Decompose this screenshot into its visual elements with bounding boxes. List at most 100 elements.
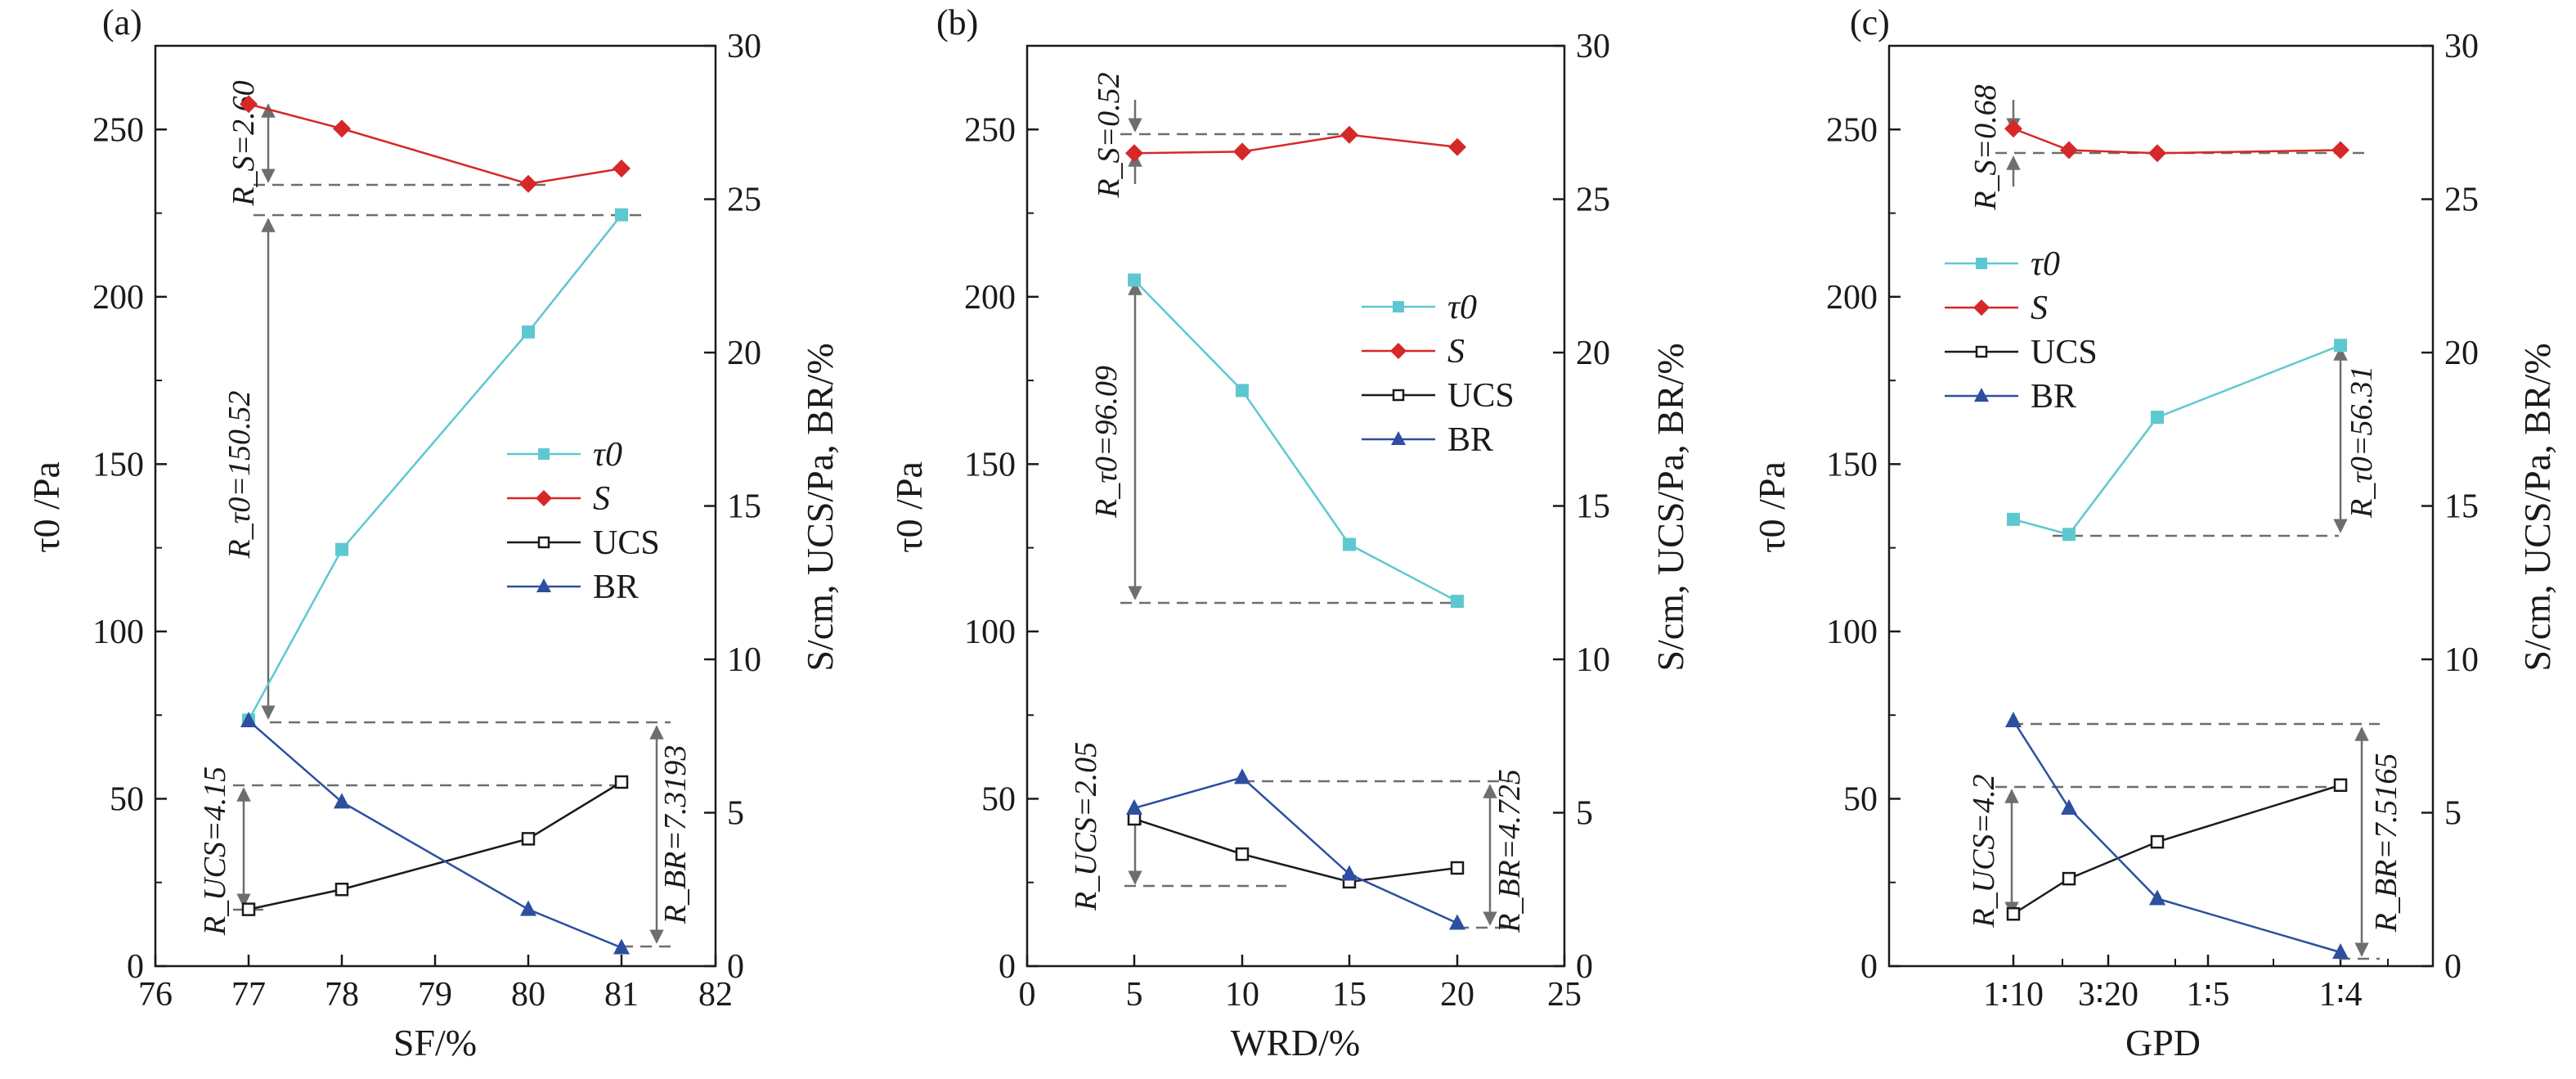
annotation-label: R_S=0.68 (1968, 84, 2003, 210)
data-point (614, 775, 629, 789)
annotations-b: R_S=0.52 R_τ0=96.09 R_UCS=2.05 R_BR=4.72… (1069, 72, 1527, 933)
data-point (334, 793, 350, 809)
data-point (335, 542, 348, 556)
data-point (2150, 834, 2165, 849)
legend-label: UCS (1447, 377, 1515, 415)
data-point (1449, 914, 1465, 930)
data-point (1126, 798, 1142, 815)
x-tick-label: 20 (1440, 976, 1474, 1014)
y-tick-label-left: 50 (110, 780, 144, 818)
x-tick-label: 1∶10 (1983, 976, 2044, 1014)
x-tick-label: 5 (1126, 976, 1143, 1014)
x-axis-label-c: GPD (2125, 1022, 2201, 1063)
y-tick-label-right: 5 (1576, 795, 1593, 833)
y-tick-label-left: 150 (92, 446, 144, 483)
x-tick-label: 80 (511, 976, 545, 1014)
y-tick-label-left: 0 (127, 948, 144, 986)
y-axis-label-right-c: S/cm, UCS/Pa, BR/% (2516, 343, 2558, 671)
x-tick-label: 25 (1547, 976, 1582, 1014)
legend-label: UCS (2031, 334, 2098, 371)
annotation-label: R_τ0=96.09 (1089, 366, 1124, 519)
legend-marker (537, 536, 550, 549)
data-point (1233, 142, 1251, 161)
series-line-s (248, 103, 622, 186)
y-tick-label-right: 20 (2444, 335, 2479, 372)
data-point (1128, 273, 1141, 287)
legend-marker (1973, 299, 1990, 316)
legend-marker (536, 578, 551, 592)
series-line-br (1133, 776, 1458, 924)
data-point (1448, 137, 1466, 156)
series-line-br (2012, 720, 2341, 954)
series-line-ucs (1133, 817, 1458, 883)
y-tick-label-left: 50 (1843, 780, 1878, 818)
x-tick-label: 82 (698, 976, 733, 1014)
data-point (1235, 847, 1250, 861)
y-tick-label-left: 0 (1860, 948, 1878, 986)
data-point (2060, 141, 2078, 160)
panel-a: (a) 76 77 78 79 80 81 82 0 50 100 150 200 250 0 5 10 1… (25, 2, 841, 1063)
series-line-br (248, 720, 622, 949)
legend-marker (1390, 343, 1407, 359)
y-tick-label-left: 150 (1826, 446, 1878, 483)
y-axis-label-left-c: τ0 /Pa (1751, 461, 1793, 553)
data-point (2151, 411, 2164, 425)
y-tick-label-left: 150 (964, 446, 1016, 483)
y-tick-label-left: 250 (92, 111, 144, 149)
panel-b: (b) 0 5 10 15 20 25 0 50 100 150 200 250 0 5 10 15 20 2… (888, 2, 1691, 1063)
data-point (2004, 119, 2022, 138)
x-axis-label-b: WRD/% (1231, 1022, 1360, 1063)
series-line- (247, 214, 622, 721)
y-tick-label-left: 100 (1826, 614, 1878, 651)
series-line- (1133, 279, 1458, 603)
data-point (2061, 798, 2077, 815)
legend-marker (538, 448, 550, 460)
data-point (2005, 712, 2022, 727)
y-tick-label-right: 5 (2444, 795, 2462, 833)
series-line-s (2013, 128, 2341, 155)
data-point (522, 325, 535, 339)
x-tick-label: 1∶4 (2319, 976, 2363, 1014)
y-tick-label-right: 5 (727, 795, 744, 833)
y-tick-label-right: 25 (1576, 182, 1610, 219)
legend-b: τ0 S UCS BR (1362, 289, 1515, 459)
x-tick-label: 81 (604, 976, 639, 1014)
data-point (1125, 144, 1143, 163)
legend-marker (1974, 388, 1989, 402)
series-layer-a (240, 95, 631, 955)
y-tick-label-left: 200 (92, 279, 144, 317)
y-tick-label-right: 25 (727, 182, 761, 219)
y-tick-label-right: 10 (2444, 641, 2479, 679)
series-line- (2013, 344, 2341, 536)
y-ticks-left-c: 0 50 100 150 200 250 (1826, 111, 1901, 986)
legend-label: τ0 (593, 436, 622, 474)
x-tick-label: 1∶5 (2187, 976, 2230, 1014)
data-point (1340, 125, 1358, 144)
y-tick-label-right: 0 (1576, 948, 1593, 986)
x-tick-label: 10 (1225, 976, 1259, 1014)
y-tick-label-right: 25 (2444, 182, 2479, 219)
data-point (2062, 871, 2076, 886)
panel-label-a: (a) (102, 2, 142, 43)
x-tick-label: 78 (325, 976, 359, 1014)
data-point (2006, 907, 2021, 921)
y-ticks-left-b: 0 50 100 150 200 250 (964, 111, 1039, 986)
data-point (240, 712, 257, 727)
data-point (1127, 811, 1142, 826)
y-tick-label-left: 100 (964, 614, 1016, 651)
x-ticks-a: 76 77 78 79 80 81 82 (138, 955, 733, 1014)
legend-marker (536, 490, 552, 506)
legend-label: S (2031, 290, 2048, 327)
annotation-label: R_UCS=4.15 (198, 767, 232, 936)
legend-label: S (1447, 333, 1465, 371)
x-tick-label: 76 (138, 976, 173, 1014)
y-tick-label-right: 15 (727, 488, 761, 526)
y-tick-label-right: 15 (1576, 488, 1610, 526)
series-layer-b (1125, 125, 1466, 930)
y-axis-label-left-a: τ0 /Pa (25, 461, 67, 553)
data-point (2331, 141, 2349, 160)
series-layer-c (2004, 119, 2349, 960)
legend-label: τ0 (2031, 245, 2060, 283)
x-tick-label: 3∶20 (2078, 976, 2138, 1014)
